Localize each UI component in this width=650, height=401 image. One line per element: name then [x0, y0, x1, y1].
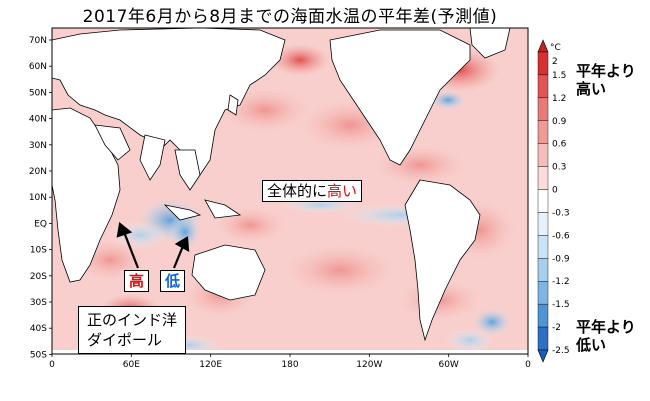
- x-tick-label: 60E: [123, 360, 140, 370]
- colorbar-segment: [537, 97, 549, 121]
- colorbar-tick-label: -1.5: [552, 300, 570, 310]
- legend-high-line-1: 平年より: [576, 62, 636, 80]
- y-tick-label: 20S: [30, 272, 47, 282]
- x-tick-label: 120E: [199, 360, 222, 370]
- land-masses: [52, 28, 528, 354]
- x-tick-label: 180: [281, 360, 298, 370]
- y-tick-label: 30S: [30, 298, 47, 308]
- dipole-line-1: 正のインド洋: [87, 311, 178, 329]
- arrow-high-head: [116, 221, 133, 238]
- x-axis: 0 60E 120E 180 120W 60W 0: [49, 354, 531, 370]
- colorbar-tick-label: -0.3: [552, 208, 570, 218]
- y-tick-label: 10S: [30, 246, 47, 256]
- y-tick-label: 30N: [29, 141, 47, 151]
- global-high-prefix: 全体的に: [267, 182, 328, 200]
- indian-ocean-dipole-label: 正のインド洋 ダイポール: [78, 306, 187, 354]
- colorbar-tick-label: 0.6: [552, 140, 567, 150]
- high-label: 高: [124, 270, 150, 292]
- legend-high-line-2: 高い: [576, 80, 607, 98]
- colorbar-top-arrow: [537, 39, 549, 53]
- colorbar-tick-label: 0: [552, 186, 558, 196]
- colorbar: °C 2 1.5 1.2 0.9 0.6 0.3 0 -0.3 -0.6 -0.9 -1.2 -1.5 -…: [537, 39, 570, 363]
- colorbar-unit: °C: [550, 43, 561, 53]
- low-label: 低: [160, 270, 186, 292]
- colorbar-tick-label: 1.2: [552, 94, 566, 104]
- colorbar-tick-label: -1.2: [552, 277, 570, 287]
- colorbar-segment: [537, 74, 549, 99]
- global-high-word: 高い: [327, 182, 358, 200]
- colorbar-segment: [537, 281, 549, 305]
- dipole-line-2: ダイポール: [87, 331, 163, 349]
- x-tick-label: 120W: [356, 360, 382, 370]
- y-tick-label: 40N: [29, 115, 47, 125]
- x-tick-label: 60W: [438, 360, 458, 370]
- colorbar-segment: [537, 189, 549, 213]
- y-tick-label: 10N: [29, 193, 47, 203]
- x-tick-label: 0: [49, 360, 55, 370]
- y-tick-label: 70N: [29, 36, 47, 46]
- y-tick-label: 40S: [30, 324, 47, 334]
- chart-title: 2017年6月から8月までの海面水温の平年差(予測値): [82, 7, 498, 27]
- arrow-low: [172, 245, 185, 269]
- colorbar-tick-label: 0.3: [552, 163, 566, 173]
- colorbar-tick-label: 2: [552, 57, 558, 67]
- colorbar-segment: [537, 212, 549, 236]
- arrow-high: [122, 231, 140, 269]
- legend-low-line-1: 平年より: [576, 318, 636, 336]
- colorbar-tick-label: 1.5: [552, 71, 566, 81]
- y-tick-label: EQ: [34, 219, 47, 229]
- legend-low: 平年より 低い: [576, 318, 636, 354]
- global-high-label: 全体的に高い: [262, 180, 363, 202]
- y-axis: 70N 60N 50N 40N 30N 20N 10N EQ 10S 20S 30S 40S 50S: [29, 36, 52, 360]
- colorbar-segment: [537, 303, 549, 328]
- colorbar-segment: [537, 235, 549, 259]
- annotation-arrows: [116, 221, 190, 269]
- legend-high: 平年より 高い: [576, 62, 636, 98]
- colorbar-bottom-arrow: [537, 349, 549, 363]
- colorbar-segment: [537, 120, 549, 144]
- colorbar-segment: [537, 326, 549, 351]
- colorbar-segment: [537, 51, 549, 76]
- colorbar-tick-label: -2: [552, 323, 561, 333]
- y-tick-label: 50S: [30, 350, 47, 360]
- y-tick-label: 20N: [29, 167, 47, 177]
- colorbar-tick-label: -0.9: [552, 254, 570, 264]
- y-tick-label: 60N: [29, 62, 47, 72]
- colorbar-segment: [537, 258, 549, 282]
- x-tick-label: 0: [525, 360, 531, 370]
- y-tick-label: 50N: [29, 88, 47, 98]
- legend-low-line-2: 低い: [576, 336, 607, 354]
- colorbar-tick-label: 0.9: [552, 117, 567, 127]
- colorbar-tick-label: -2.5: [552, 346, 570, 356]
- colorbar-tick-label: -0.6: [552, 231, 570, 241]
- anomaly-field: [52, 28, 528, 354]
- colorbar-segment: [537, 143, 549, 167]
- arrow-low-head: [174, 236, 190, 252]
- colorbar-segment: [537, 166, 549, 190]
